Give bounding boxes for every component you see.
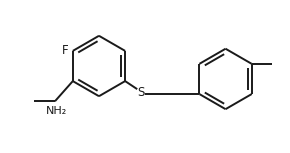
Text: NH₂: NH₂ — [46, 106, 67, 116]
Text: S: S — [137, 86, 145, 99]
Text: F: F — [62, 44, 68, 56]
